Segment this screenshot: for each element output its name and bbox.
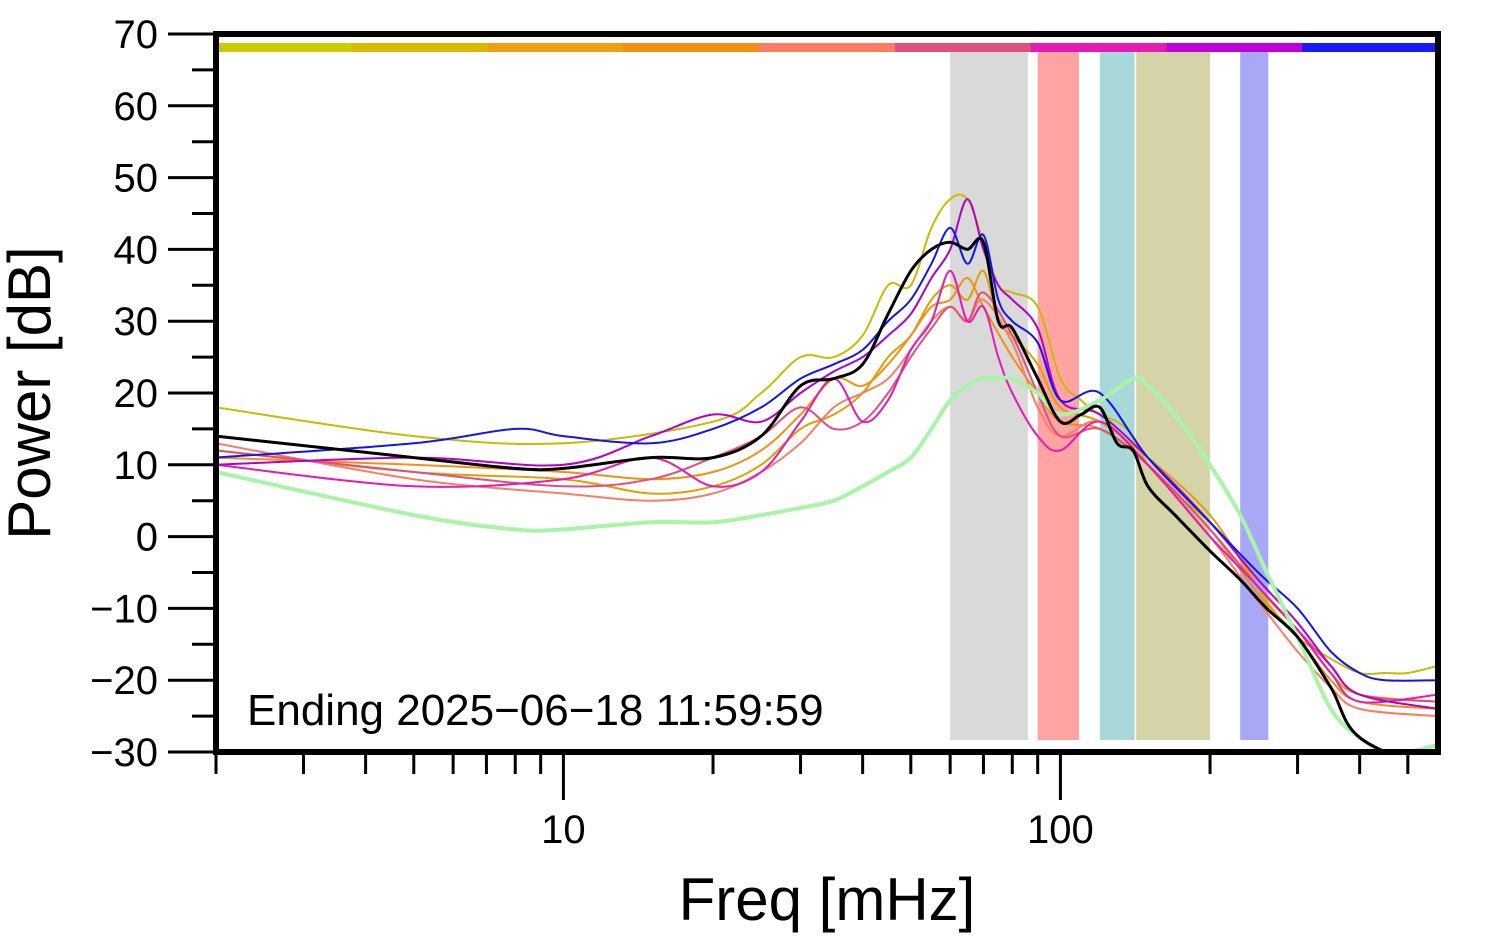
y-tick-label: 60 xyxy=(114,85,159,129)
y-tick-label: 50 xyxy=(114,157,159,201)
band-0 xyxy=(950,52,1028,740)
y-tick-label: 30 xyxy=(114,300,159,344)
bands xyxy=(950,52,1269,740)
series-line-7 xyxy=(216,226,1438,682)
series-lines xyxy=(216,193,1438,752)
y-tick-label: 70 xyxy=(114,13,159,57)
y-tick-label: 10 xyxy=(114,444,159,488)
x-axis: 10 100 xyxy=(214,752,1410,852)
x-axis-label: Freq [mHz] xyxy=(679,866,976,933)
color-strip-segment-4 xyxy=(759,43,896,52)
band-4 xyxy=(1240,52,1269,740)
y-axis-label: Power [dB] xyxy=(0,246,63,539)
color-strip-segment-0 xyxy=(216,43,353,52)
color-strip-segment-7 xyxy=(1166,43,1303,52)
series-line-6 xyxy=(216,198,1438,710)
color-strip-segment-1 xyxy=(351,43,489,52)
y-tick-label: 40 xyxy=(114,228,159,272)
y-tick-label: −30 xyxy=(90,731,158,775)
color-strip xyxy=(216,43,1439,52)
color-strip-segment-3 xyxy=(623,43,760,52)
series-line-9 xyxy=(216,236,1389,752)
y-axis: 70 60 50 40 30 20 10 0 −10 −20 −30 xyxy=(90,13,216,775)
y-tick-label: 0 xyxy=(136,516,158,560)
color-strip-segment-6 xyxy=(1030,43,1167,52)
x-tick-label: 100 xyxy=(1027,808,1094,852)
color-strip-segment-2 xyxy=(487,43,624,52)
y-tick-label: −10 xyxy=(90,587,158,631)
series-line-8 xyxy=(216,375,1438,752)
band-3 xyxy=(1136,52,1211,740)
color-strip-segment-8 xyxy=(1302,43,1439,52)
color-strip-segment-5 xyxy=(894,43,1032,52)
y-tick-label: 20 xyxy=(114,372,159,416)
y-tick-label: −20 xyxy=(90,659,158,703)
x-tick-label: 10 xyxy=(541,808,586,852)
series-line-5 xyxy=(216,269,1438,704)
annotation-text: Ending 2025−06−18 11:59:59 xyxy=(247,686,824,735)
series-line-4 xyxy=(216,291,1438,703)
